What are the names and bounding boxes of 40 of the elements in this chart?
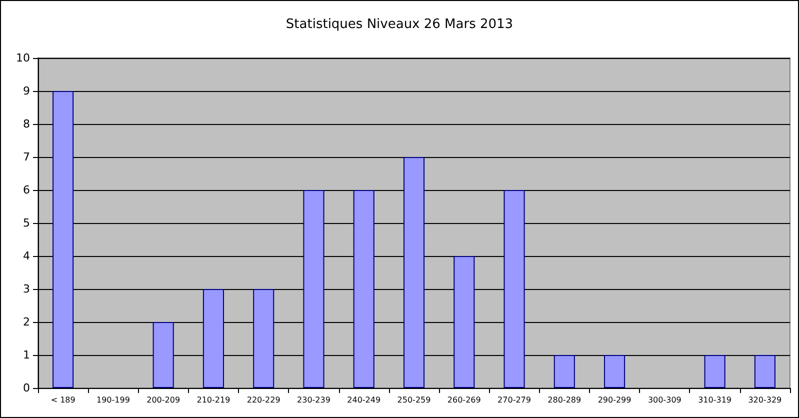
bar <box>454 256 475 388</box>
bar <box>604 355 626 388</box>
y-tick-label: 7 <box>23 150 30 164</box>
y-tick-label: 4 <box>23 250 30 262</box>
x-tick-label: 190-199 <box>96 396 130 404</box>
bar <box>303 190 324 388</box>
bar <box>704 355 726 388</box>
y-tick-label: 1 <box>23 348 30 362</box>
x-tick-label: 270-279 <box>498 396 531 404</box>
x-tick-label: 250-259 <box>397 396 431 404</box>
bar <box>403 157 425 388</box>
y-tick-label: 10 <box>16 52 30 64</box>
x-tick-label: 280-289 <box>548 396 582 404</box>
y-tick-label: 5 <box>23 216 30 230</box>
y-tick-label: 8 <box>23 118 30 130</box>
bar <box>202 289 224 388</box>
bar <box>754 355 776 388</box>
y-tick-label: 2 <box>23 316 30 328</box>
chart-title: Statistiques Niveaux 26 Mars 2013 <box>286 17 514 32</box>
bar <box>253 289 274 388</box>
bar <box>52 91 74 388</box>
x-tick-label: 200-209 <box>146 396 180 404</box>
x-tick-label: 220-229 <box>246 396 280 404</box>
x-tick-label: 290-299 <box>598 396 632 404</box>
y-tick-label: 6 <box>23 184 30 196</box>
x-tick-label: 310-319 <box>698 396 732 404</box>
bar <box>353 190 374 388</box>
x-tick-label: 300-309 <box>648 396 682 404</box>
bar <box>152 322 174 388</box>
x-tick-label: 320-329 <box>748 396 782 404</box>
x-tick-label: < 189 <box>50 396 76 404</box>
x-tick-label: 230-239 <box>297 396 330 404</box>
y-tick-label: 9 <box>23 84 30 98</box>
x-tick-label: 260-269 <box>447 396 481 404</box>
x-tick-label: 240-249 <box>347 396 381 404</box>
bar <box>554 355 575 388</box>
y-tick-label: 3 <box>23 282 30 296</box>
x-tick-label: 210-219 <box>196 396 230 404</box>
bar <box>504 190 525 388</box>
y-tick-label: 0 <box>23 382 30 394</box>
